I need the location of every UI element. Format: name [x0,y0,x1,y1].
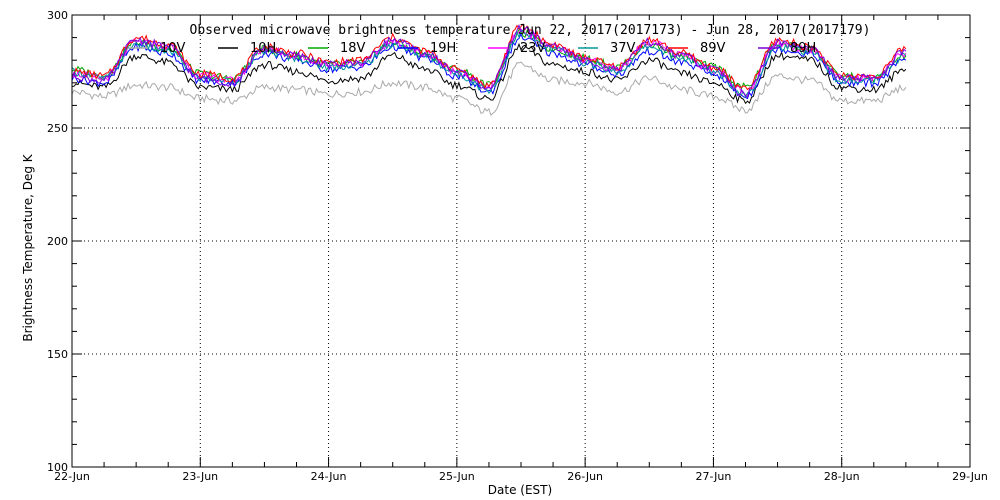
legend-entry-89v: 89V [700,41,726,56]
legend-entry-18v: 18V [340,41,366,56]
series-line-89h [71,23,907,99]
x-tick-label: 29-Jun [952,470,988,483]
y-tick-label: 300 [47,9,68,22]
x-tick-label: 27-Jun [696,470,732,483]
series-line-19h [71,32,907,100]
legend-entry-89h: 89H [790,41,816,56]
y-axis-title: Brightness Temperature, Deg K [21,153,35,341]
series-line-37v [71,29,907,99]
x-tick-label: 22-Jun [54,470,90,483]
grid-lines [72,15,970,467]
series-lines [71,23,907,116]
legend-entry-10h: 10H [250,41,276,56]
x-tick-label: 28-Jun [824,470,860,483]
legend-entry-37v: 37V [610,41,636,56]
legend: 10V 10H 18V 19H 23V 37V 89V 89H [128,41,816,56]
x-tick-label: 26-Jun [567,470,603,483]
x-tick-label: 23-Jun [182,470,218,483]
legend-entry-10v: 10V [160,41,186,56]
x-axis-title: Date (EST) [488,483,552,497]
legend-entry-23v: 23V [520,41,546,56]
axes: 22-Jun 23-Jun 24-Jun 25-Jun 26-Jun 27-Jun 28-J… [47,9,988,483]
y-tick-label: 250 [47,122,68,135]
x-tick-label: 25-Jun [439,470,475,483]
series-line-10h [71,42,907,105]
y-tick-label: 200 [47,235,68,248]
series-line-10v [71,61,907,116]
chart-title: Observed microwave brightness temperatur… [190,23,871,38]
y-tick-label: 100 [47,461,68,474]
series-line-89v [71,23,907,91]
series-line-18v [71,29,907,91]
legend-entry-19h: 19H [430,41,456,56]
x-tick-label: 24-Jun [311,470,347,483]
y-tick-label: 150 [47,348,68,361]
